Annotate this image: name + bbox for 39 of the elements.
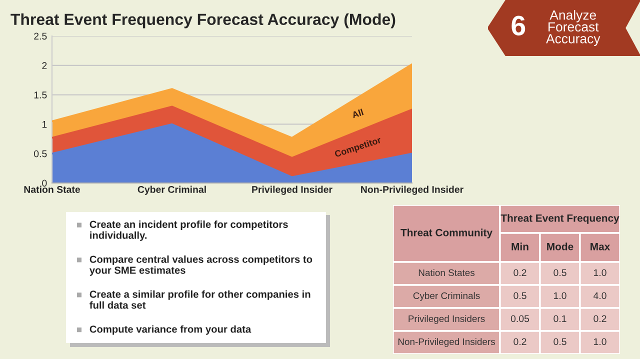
text: Create an incident profile for competitors individually.: [90, 220, 288, 241]
text: Analyze Forecast Accuracy: [546, 10, 600, 46]
text: Compute variance from your data: [90, 325, 252, 335]
x-tick-label: Non-Privileged Insider: [361, 186, 464, 195]
y-tick-label: 0: [42, 180, 47, 187]
series-label: All: [351, 108, 364, 118]
text: Mode: [547, 242, 574, 250]
x-tick-label: Nation State: [24, 186, 80, 193]
text: Threat Event Frequency: [500, 214, 620, 224]
text: 1.0: [594, 269, 606, 276]
y-tick-label: 2: [42, 62, 47, 69]
y-tick-label: 0.5: [34, 150, 47, 158]
x-tick-label: Privileged Insider: [252, 186, 332, 195]
text: Nation States: [418, 269, 475, 276]
text: 0.5: [514, 292, 526, 300]
text: Compare central values across competitors to your SME estimates: [89, 255, 312, 276]
x-tick-label: Cyber Criminal: [138, 186, 206, 195]
text: Max: [590, 243, 610, 250]
text: Cyber Criminals: [413, 292, 480, 301]
text: Threat Community: [400, 228, 492, 238]
text: 0.05: [510, 315, 530, 322]
text: Create a similar profile for other companies in full data set: [90, 290, 310, 309]
text: 6: [512, 16, 526, 36]
y-tick-label: 2.5: [34, 32, 47, 40]
text: 0.5: [554, 269, 566, 276]
text: 0.2: [514, 338, 526, 346]
y-tick-label: 1.5: [34, 92, 47, 98]
text: Non-Privileged Insiders: [398, 338, 495, 347]
text: Min: [512, 242, 528, 250]
text: 0.2: [514, 269, 526, 276]
text: 1.0: [594, 338, 606, 346]
text: 0.1: [554, 315, 566, 322]
text: 0.2: [594, 315, 606, 322]
text: Privileged Insiders: [408, 315, 485, 324]
chart-title: Threat Event Frequency Forecast Accuracy (Mode): [10, 13, 396, 28]
text: 0.5: [554, 338, 566, 346]
text: 1.0: [554, 292, 566, 300]
text: 4.0: [593, 292, 606, 300]
y-tick-label: 1: [42, 121, 47, 128]
